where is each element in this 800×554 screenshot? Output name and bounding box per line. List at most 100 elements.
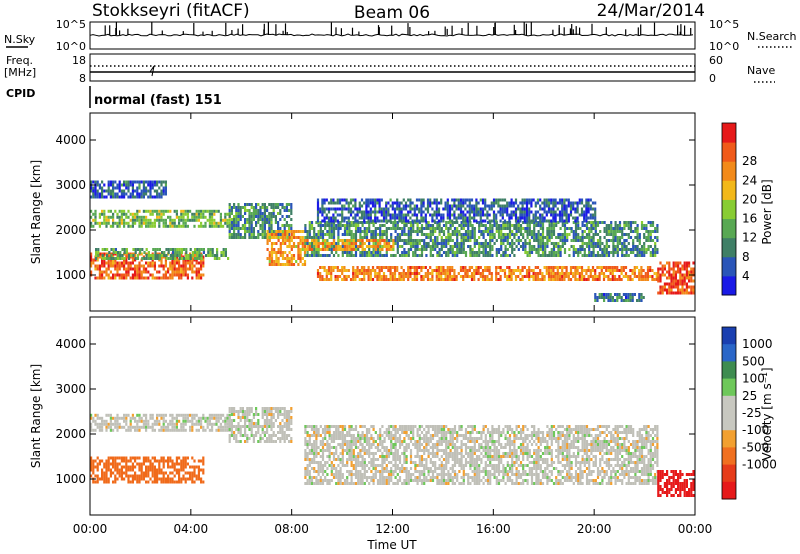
range-cell	[164, 428, 167, 432]
range-cell	[612, 233, 615, 236]
range-cell	[402, 216, 405, 220]
range-cell	[468, 266, 471, 269]
range-cell	[581, 236, 584, 239]
range-cell	[98, 221, 101, 225]
range-cell	[206, 209, 209, 213]
range-cell	[127, 474, 130, 478]
range-cell	[266, 209, 269, 212]
range-cell	[554, 219, 557, 223]
range-cell	[161, 251, 164, 254]
range-cell	[123, 459, 126, 463]
range-cell	[153, 422, 156, 426]
range-cell	[440, 242, 443, 245]
range-cell	[171, 471, 174, 475]
range-cell	[475, 242, 479, 245]
range-cell	[120, 209, 123, 213]
range-cell	[598, 293, 601, 296]
range-cell	[136, 456, 139, 460]
range-cell	[557, 233, 560, 236]
range-cell	[92, 224, 95, 228]
range-cell	[186, 477, 189, 481]
range-cell	[440, 266, 443, 269]
range-cell	[605, 266, 608, 269]
range-cell	[495, 227, 498, 230]
range-cell	[404, 272, 408, 275]
range-cell	[208, 212, 211, 216]
range-cell	[183, 257, 186, 260]
range-cell	[605, 224, 608, 227]
range-cell	[343, 242, 347, 245]
range-cell	[541, 245, 545, 248]
range-cell	[140, 471, 143, 475]
range-cell	[374, 207, 377, 211]
range-cell	[577, 254, 580, 257]
range-cell	[491, 254, 494, 257]
range-cell	[594, 242, 597, 245]
range-cell	[453, 230, 457, 233]
range-cell	[484, 242, 487, 245]
range-cell	[659, 261, 662, 265]
range-cell	[466, 198, 469, 202]
range-cell	[612, 242, 615, 245]
range-cell	[197, 416, 200, 420]
range-cell	[297, 245, 300, 248]
range-cell	[268, 236, 271, 239]
range-cell	[539, 204, 542, 208]
range-cell	[583, 213, 586, 217]
range-cell	[503, 198, 507, 202]
range-cell	[539, 278, 542, 281]
range-cell	[149, 264, 152, 268]
range-cell	[191, 258, 194, 262]
range-cell	[336, 269, 339, 272]
range-cell	[510, 201, 513, 205]
range-cell	[107, 425, 110, 429]
range-cell	[255, 215, 258, 218]
range-cell	[561, 198, 564, 202]
range-cell	[473, 216, 476, 220]
range-cell	[173, 468, 176, 472]
range-cell	[651, 221, 655, 224]
range-cell	[545, 269, 548, 272]
range-cell	[638, 251, 641, 254]
range-cell	[622, 293, 625, 296]
range-cell	[499, 207, 502, 211]
range-cell	[363, 227, 366, 230]
range-cell	[398, 236, 402, 239]
range-cell	[167, 215, 170, 219]
range-cell	[95, 248, 98, 251]
range-cell	[544, 251, 547, 254]
range-cell	[420, 207, 423, 211]
range-cell	[585, 236, 589, 239]
range-cell	[237, 428, 240, 431]
range-cell	[387, 248, 391, 251]
range-cell	[178, 419, 181, 423]
range-cell	[281, 233, 285, 236]
range-cell	[519, 230, 523, 233]
range-cell	[402, 204, 405, 208]
range-cell	[270, 224, 273, 227]
range-cell	[147, 425, 150, 429]
range-cell	[374, 254, 377, 257]
range-cell	[263, 203, 266, 206]
range-cell	[594, 233, 597, 236]
range-cell	[195, 261, 198, 265]
range-cell	[343, 248, 347, 251]
range-cell	[533, 239, 536, 242]
range-cell	[101, 468, 104, 472]
range-cell	[220, 254, 223, 257]
range-cell	[252, 227, 255, 230]
range-cell	[217, 419, 220, 423]
range-cell	[288, 230, 291, 233]
range-cell	[299, 236, 302, 239]
range-cell	[618, 236, 622, 239]
range-cell	[541, 219, 544, 223]
range-cell	[679, 270, 682, 274]
range-cell	[620, 278, 623, 281]
range-cell	[692, 261, 695, 265]
range-cell	[607, 239, 611, 242]
range-cell	[268, 233, 271, 236]
range-cell	[252, 206, 255, 209]
range-cell	[299, 242, 302, 245]
range-cell	[123, 471, 126, 475]
range-cell	[147, 468, 150, 472]
